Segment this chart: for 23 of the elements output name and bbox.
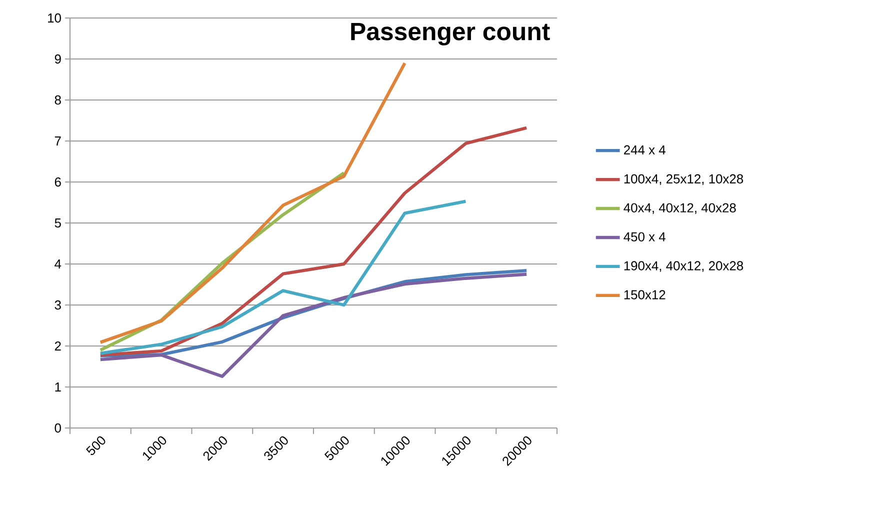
line-series xyxy=(98,62,406,344)
legend-label: 150x12 xyxy=(624,290,666,300)
y-tick-label: 0 xyxy=(54,423,61,433)
line-series xyxy=(98,272,528,378)
chart-title: Passenger count xyxy=(351,22,550,46)
legend-label: 190x4, 40x12, 20x28 xyxy=(624,261,744,272)
y-tick-label: 5 xyxy=(54,218,61,228)
line-series xyxy=(98,126,528,357)
y-tick-label: 7 xyxy=(54,136,61,146)
legend-label: 40x4, 40x12, 40x28 xyxy=(624,203,736,214)
legend-label: 100x4, 25x12, 10x28 xyxy=(624,174,744,185)
y-tick-label: 10 xyxy=(48,13,61,23)
legend-label: 450 x 4 xyxy=(624,232,666,242)
y-tick-label: 3 xyxy=(54,300,61,310)
y-tick-label: 1 xyxy=(55,382,61,392)
y-tick-label: 8 xyxy=(54,95,61,105)
x-tick-label: 500 xyxy=(86,436,106,456)
y-tick-label: 2 xyxy=(54,341,61,351)
y-tick-label: 4 xyxy=(54,260,62,268)
y-tick-label: 9 xyxy=(54,54,61,64)
y-tick-label: 6 xyxy=(54,177,61,187)
line-series xyxy=(98,200,468,355)
legend-label: 244 x 4 xyxy=(624,145,666,154)
